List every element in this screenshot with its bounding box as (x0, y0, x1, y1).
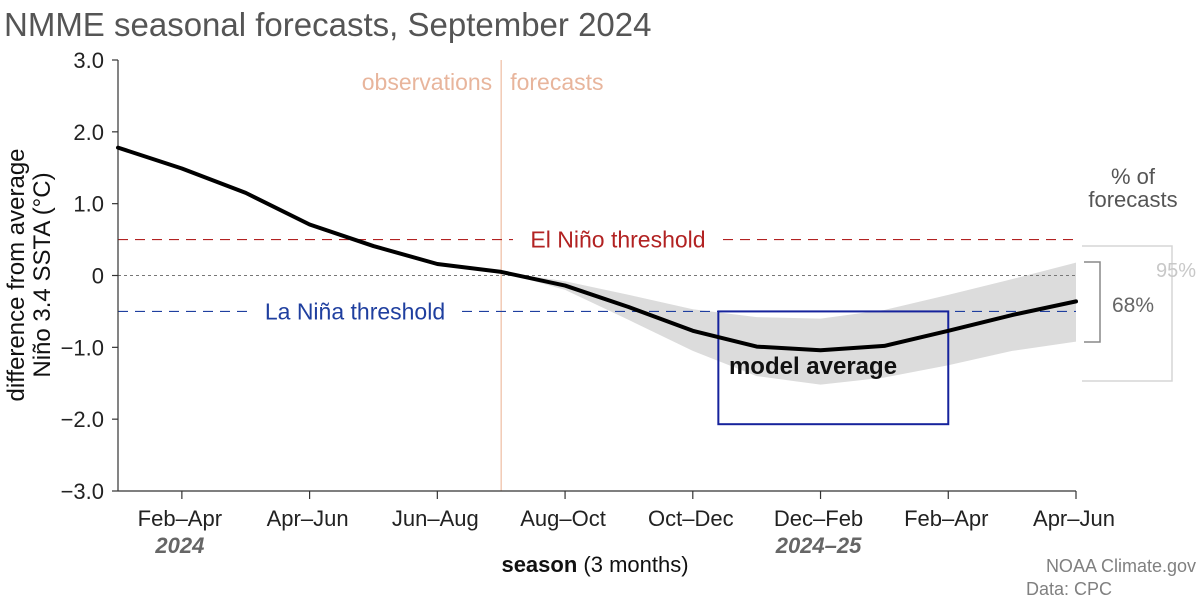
x-tick-label: Apr–Jun (267, 506, 349, 531)
plot-area: observations forecasts El Niño threshold La… (61, 48, 1197, 558)
y-axis-label-line2: Niño 3.4 SSTA (°C) (29, 172, 56, 377)
model-average-point (245, 192, 247, 194)
model-average-point (309, 223, 311, 225)
x-tick-label: Dec–Feb (774, 506, 863, 531)
x-tick-label: Feb–Apr (138, 506, 222, 531)
threshold-label-el-nino: El Niño threshold (530, 227, 705, 253)
y-tick-label: −3.0 (61, 479, 104, 504)
y-axis-label: difference from average Niño 3.4 SSTA (°… (3, 148, 56, 401)
x-year-label: 2024–25 (775, 533, 862, 558)
legend-outer-label: 95% (1156, 260, 1196, 282)
x-axis-label-bold: season (501, 552, 577, 577)
model-average-point (947, 330, 949, 332)
x-tick-label: Aug–Oct (520, 506, 606, 531)
x-year-label: 2024 (154, 533, 204, 558)
x-axis-label: season (3 months) (501, 552, 688, 577)
model-average-point (756, 346, 758, 348)
x-tick-label: Apr–Jun (1033, 506, 1115, 531)
model-average-point (1075, 300, 1077, 302)
model-average-point (820, 349, 822, 351)
model-average-point (181, 167, 183, 169)
y-tick-label: −2.0 (61, 407, 104, 432)
model-average-line (116, 145, 1078, 353)
x-tick-label: Feb–Apr (904, 506, 988, 531)
model-average-point (117, 147, 119, 149)
model-average-point (1011, 314, 1013, 316)
y-tick-label: 1.0 (73, 192, 104, 217)
y-tick-label: 3.0 (73, 48, 104, 73)
model-average-point (500, 271, 502, 273)
chart-title: NMME seasonal forecasts, September 2024 (4, 6, 651, 43)
winter-highlight-box (717, 310, 950, 426)
legend-outer-bracket (1082, 245, 1173, 382)
observations-label: observations (362, 69, 492, 95)
forecast-spread-band (501, 262, 1076, 385)
model-average-point (564, 285, 566, 287)
x-tick-label: Oct–Dec (648, 506, 734, 531)
model-average-point (883, 345, 885, 347)
credit-data: Data: CPC (1026, 579, 1112, 599)
y-tick-label: 2.0 (73, 120, 104, 145)
forecasts-label: forecasts (510, 69, 603, 95)
legend-title-line1: % of (1111, 164, 1156, 189)
y-axis-label-line1: difference from average (3, 148, 30, 401)
legend-title-line2: forecasts (1088, 187, 1177, 212)
y-tick-label: −1.0 (61, 335, 104, 360)
y-tick-label: 0 (92, 264, 104, 289)
model-average-label: model average (729, 353, 897, 380)
model-average-point (692, 330, 694, 332)
threshold-label-la-nina: La Niña threshold (265, 298, 445, 324)
model-average-point (628, 306, 630, 308)
legend-inner-label: 68% (1112, 294, 1154, 317)
x-tick-label: Jun–Aug (392, 506, 479, 531)
legend-inner-bracket (1084, 261, 1101, 343)
model-average-point (372, 245, 374, 247)
model-average-point (436, 263, 438, 265)
credit-source: NOAA Climate.gov (1046, 556, 1196, 576)
x-axis-label-rest: (3 months) (577, 552, 688, 577)
